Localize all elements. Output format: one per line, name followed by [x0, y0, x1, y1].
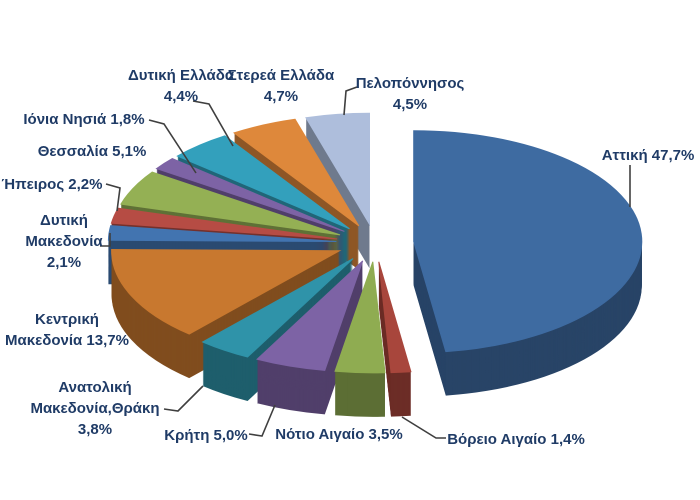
leader-line-voreio-aigaio [401, 416, 446, 439]
pie-slice-kriti [256, 260, 364, 415]
pie-slice-top-sterea-ellada [233, 118, 360, 227]
leader-line-ionia-nisia [148, 119, 197, 174]
leader-line-dytiki-makedonia [100, 233, 111, 247]
pie-slice-kentriki-makedonia [111, 248, 342, 379]
leader-line-dytiki-ellada [192, 100, 234, 147]
pie-slice-top-attiki [413, 130, 643, 353]
pie-slice-top-anatoliki-makedonia-thraki [201, 258, 354, 358]
pie-slice-top-ionia-nisia [155, 158, 345, 232]
pie-slice-top-kentriki-makedonia [111, 248, 342, 335]
leader-line-ipeiros [105, 183, 121, 212]
pie-slice-top-kriti [256, 260, 364, 371]
pie-slice-attiki [413, 130, 643, 396]
leader-line-peloponnisos [343, 86, 358, 116]
pie-slice-top-notio-aigaio [334, 261, 386, 374]
pie-slice-voreio-aigaio [378, 261, 412, 417]
pie-slice-top-dytiki-ellada [176, 135, 350, 230]
leader-line-anatoliki-makedonia-thraki [163, 385, 204, 412]
pie-slice-top-dytiki-makedonia [107, 225, 337, 242]
pie-slice-notio-aigaio [334, 261, 386, 417]
pie-slice-top-thessalia [120, 171, 341, 236]
pie-slice-top-peloponnisos [305, 112, 370, 227]
leader-line-kriti [248, 404, 276, 437]
pie-slice-top-voreio-aigaio [378, 261, 412, 374]
